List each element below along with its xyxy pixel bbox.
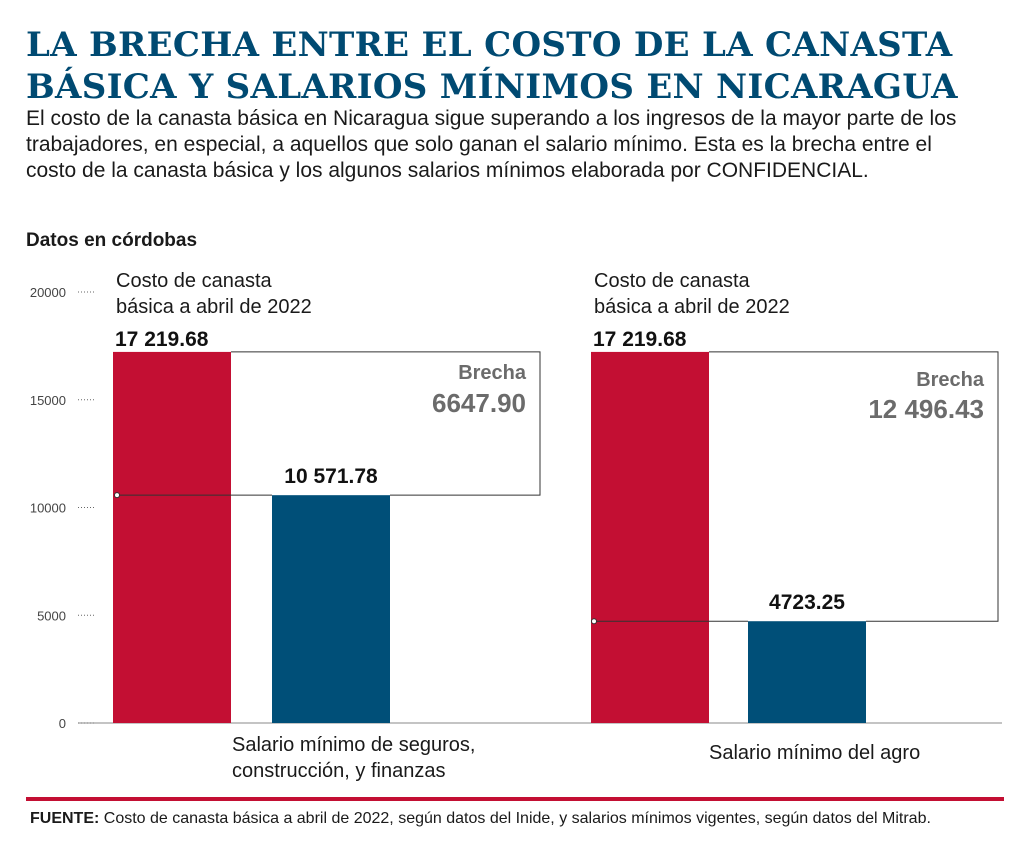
y-tick-label: 0 (59, 716, 66, 731)
chart-subtitle: El costo de la canasta básica en Nicarag… (26, 107, 957, 182)
canasta-bar (591, 351, 709, 723)
canasta-bar (113, 351, 231, 723)
salario-category-label: Salario mínimo del agro (709, 742, 920, 764)
y-tick-label: 15000 (30, 393, 66, 408)
title-line-2: BÁSICA Y SALARIOS MÍNIMOS EN NICARAGUA (26, 67, 958, 107)
source-divider (26, 797, 1004, 801)
canasta-label: básica a abril de 2022 (116, 296, 312, 318)
bar-chart: 0 5000 10000 15000 20000 Costo de canasta bási… (30, 270, 1002, 782)
salario-value-label: 4723.25 (769, 591, 845, 614)
gap-title-label: Brecha (458, 362, 527, 384)
gap-value-label: 12 496.43 (868, 394, 984, 424)
reference-dot (591, 618, 597, 625)
canasta-value-label: 17 219.68 (115, 328, 209, 351)
canasta-label: Costo de canasta (594, 270, 751, 292)
y-tick-label: 5000 (37, 608, 66, 623)
unit-label: Datos en córdobas (26, 230, 198, 251)
gap-value-label: 6647.90 (432, 388, 526, 418)
salario-value-label: 10 571.78 (284, 465, 378, 488)
salario-category-label: Salario mínimo de seguros, (232, 734, 475, 756)
salario-category-label: construcción, y finanzas (232, 760, 445, 782)
title-line-1: LA BRECHA ENTRE EL COSTO DE LA CANASTA (26, 25, 953, 65)
salario-bar (272, 495, 390, 723)
canasta-label: Costo de canasta (116, 270, 273, 292)
y-tick-label: 20000 (30, 285, 66, 300)
chart-title: LA BRECHA ENTRE EL COSTO DE LA CANASTA B… (26, 24, 1006, 108)
canasta-label: básica a abril de 2022 (594, 296, 790, 318)
reference-dot (114, 492, 120, 499)
canasta-value-label: 17 219.68 (593, 328, 687, 351)
gap-bracket (709, 351, 999, 622)
source-text: Costo de canasta básica a abril de 2022,… (99, 810, 931, 827)
source-label: FUENTE: (30, 810, 100, 827)
source-note: FUENTE: Costo de canasta básica a abril … (30, 810, 931, 828)
gap-title-label: Brecha (916, 369, 985, 391)
salario-bar (748, 621, 866, 723)
y-tick-label: 10000 (30, 501, 66, 516)
gap-bracket (231, 351, 541, 496)
